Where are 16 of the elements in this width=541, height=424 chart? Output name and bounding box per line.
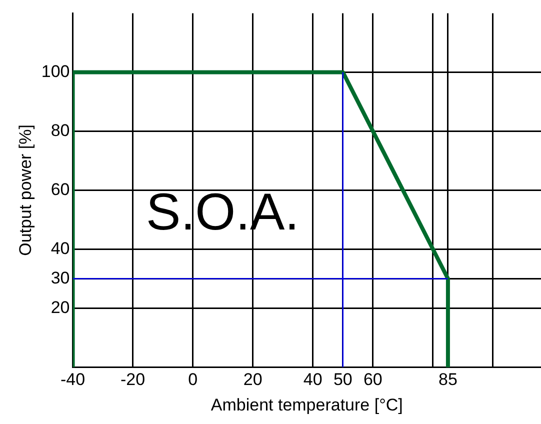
x-tick-label: 85 <box>438 370 458 390</box>
x-tick-label: 20 <box>243 370 262 390</box>
y-tick-label: 40 <box>50 238 70 258</box>
y-tick-label: 60 <box>50 180 70 199</box>
x-tick-label: 60 <box>363 370 382 390</box>
x-tick-label: 40 <box>303 370 322 390</box>
y-tick-label: 100 <box>41 62 70 81</box>
x-tick-label: 50 <box>333 370 352 390</box>
y-tick-label: 30 <box>50 268 70 288</box>
x-tick-label: 0 <box>188 370 198 390</box>
y-tick-label: 20 <box>50 298 70 317</box>
x-tick-label: -40 <box>60 370 86 390</box>
y-tick-label: 80 <box>50 120 70 140</box>
y-axis-title: Output power [%] <box>16 124 35 256</box>
x-axis-title: Ambient temperature [°C] <box>210 395 403 414</box>
x-tick-label: -20 <box>120 370 146 390</box>
